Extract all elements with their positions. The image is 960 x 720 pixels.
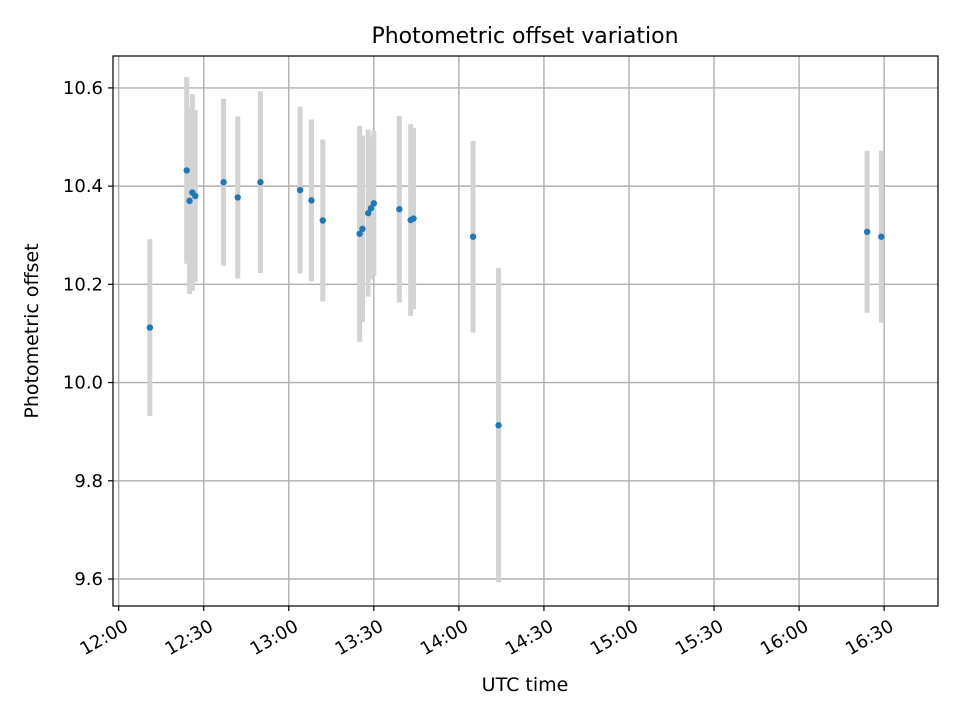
data-point [146,324,154,331]
data-point [878,233,885,240]
data-points [146,167,885,429]
data-point [364,209,372,217]
data-point [359,225,366,233]
data-point [192,192,199,200]
data-point [863,228,871,236]
data-point [495,422,502,429]
y-axis: 9.6 9.8 10.0 10.2 10.4 10.6 [63,78,113,590]
y-tick-label: 10.4 [63,176,103,197]
data-point [186,197,193,205]
data-point [469,233,477,240]
y-tick-label: 9.6 [74,569,103,590]
data-point [370,200,378,207]
data-point [183,167,190,174]
y-tick-label: 10.2 [63,274,103,295]
grid [113,56,938,606]
y-tick-label: 10.6 [63,78,103,99]
plot-area [113,56,938,606]
data-point [308,197,315,204]
data-point [319,217,326,224]
data-point [396,206,403,213]
data-point [296,186,304,194]
data-point [257,179,264,186]
chart-title: Photometric offset variation [371,24,678,49]
plot-frame [112,55,939,607]
data-point [367,205,375,212]
data-point [234,194,241,201]
y-axis-label: Photometric offset [21,243,43,418]
data-point [220,179,227,186]
x-axis-label: UTC time [482,674,569,696]
data-point [356,230,363,237]
y-tick-label: 10.0 [63,373,103,394]
data-point [410,215,417,222]
y-tick-label: 9.8 [74,471,103,492]
